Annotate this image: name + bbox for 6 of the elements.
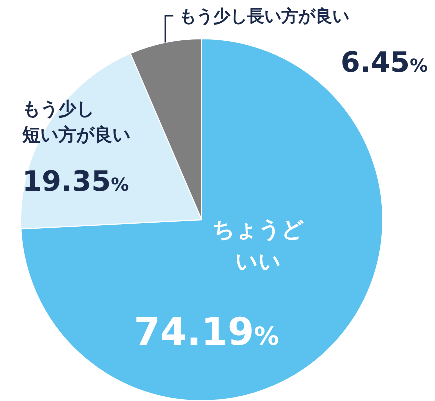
slice-label: もう少し長い方が良い	[180, 7, 350, 27]
data-label: 19.35%	[22, 164, 130, 198]
slice-label: もう少し短い方が良い	[21, 98, 130, 146]
data-label: 74.19%	[134, 310, 280, 354]
data-label: 6.45%	[340, 46, 428, 79]
slice-label: ちょうどいい	[212, 218, 305, 275]
